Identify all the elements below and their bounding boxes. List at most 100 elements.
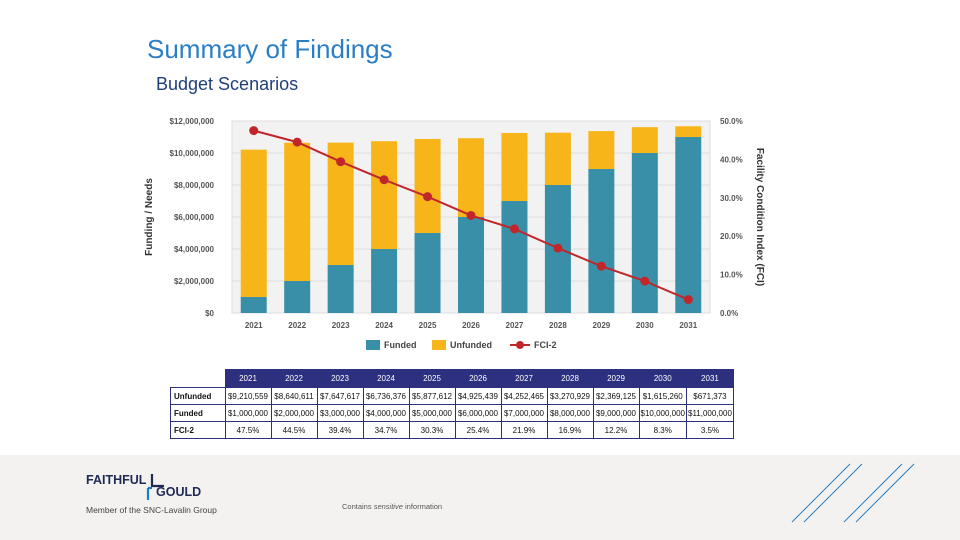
- bar-unfunded: [588, 131, 615, 169]
- bar-unfunded: [284, 142, 311, 281]
- bar-funded: [414, 233, 441, 313]
- bar-unfunded: [414, 138, 441, 233]
- table-year-header: 2027: [500, 369, 548, 388]
- table-row-label: Unfunded: [170, 387, 226, 405]
- table-cell: $9,210,559: [224, 387, 272, 405]
- table-cell: 21.9%: [500, 421, 548, 439]
- table-row-label: Funded: [170, 404, 226, 422]
- table-cell: 16.9%: [546, 421, 594, 439]
- table-cell: 30.3%: [408, 421, 456, 439]
- table-cell: 25.4%: [454, 421, 502, 439]
- bar-unfunded: [371, 141, 398, 249]
- page-title: Summary of Findings: [147, 34, 393, 64]
- x-tick-label: 2027: [506, 321, 524, 330]
- table-row: Unfunded $9,210,559 $8,640,611 $7,647,617 $6…: [170, 387, 734, 405]
- table-cell: $2,000,000: [270, 404, 318, 422]
- y-tick-label: $10,000,000: [170, 149, 215, 158]
- table-cell: $6,000,000: [454, 404, 502, 422]
- table-cell: 44.5%: [270, 421, 318, 439]
- table-cell: 3.5%: [686, 421, 734, 439]
- bar-unfunded: [631, 127, 658, 153]
- logo-mark: FAITHFUL GOULD: [86, 473, 201, 500]
- table-cell: 12.2%: [592, 421, 640, 439]
- table-cell: $10,000,000: [638, 404, 687, 422]
- x-tick-label: 2026: [462, 321, 480, 330]
- table-cell: $9,000,000: [592, 404, 640, 422]
- table-cell: $4,252,465: [500, 387, 548, 405]
- decorative-stripes: [791, 463, 915, 523]
- bar-funded: [588, 169, 615, 313]
- y-tick-label: $0: [205, 309, 214, 318]
- table-year-header: 2026: [454, 369, 502, 388]
- table-year-header: 2023: [316, 369, 364, 388]
- x-tick-label: 2028: [549, 321, 567, 330]
- x-tick-label: 2029: [592, 321, 610, 330]
- y-right-tick-label: 30.0%: [720, 194, 743, 203]
- x-tick-label: 2030: [636, 321, 654, 330]
- table-cell: $5,877,612: [408, 387, 456, 405]
- fci-point: [553, 243, 563, 253]
- faithful-gould-logo: FAITHFUL GOULD: [86, 472, 216, 509]
- fci-point: [683, 295, 693, 305]
- budget-chart: $0 $2,000,000 $4,000,000 $6,000,000 $8,000,0…: [144, 117, 765, 350]
- table-year-header: 2029: [592, 369, 640, 388]
- x-tick-label: 2022: [288, 321, 306, 330]
- fci-point: [509, 224, 519, 234]
- fci-point: [423, 192, 433, 202]
- budget-table: 2021 2022 2023 2024 2025 2026 2027 2028 2029 2030…: [170, 369, 734, 439]
- bar-funded: [327, 265, 354, 313]
- y-tick-label: $4,000,000: [174, 245, 215, 254]
- logo-subtitle: Member of the SNC-Lavalin Group: [86, 505, 217, 515]
- table-year-header: 2024: [362, 369, 410, 388]
- table-corner: [170, 369, 225, 388]
- y-right-axis-label: Facility Condition Index (FCI): [754, 148, 765, 286]
- y-tick-label: $6,000,000: [174, 213, 215, 222]
- y-tick-label: $12,000,000: [170, 117, 215, 126]
- table-cell: $8,640,611: [270, 387, 318, 405]
- table-year-header: 2028: [546, 369, 594, 388]
- legend-label: FCI-2: [534, 340, 557, 350]
- fci-point: [336, 157, 346, 167]
- notice-prefix: Contains: [342, 502, 372, 511]
- y-right-tick-label: 40.0%: [720, 155, 743, 164]
- logo-word-1: FAITHFUL: [86, 473, 147, 487]
- legend-label: Unfunded: [450, 340, 492, 350]
- notice-emphasis: sensitive: [373, 502, 403, 511]
- bar-unfunded: [544, 132, 571, 185]
- y-tick-label: $8,000,000: [174, 181, 215, 190]
- table-cell: $7,000,000: [500, 404, 548, 422]
- bar-unfunded: [675, 126, 702, 137]
- table-year-header: 2025: [408, 369, 456, 388]
- bar-funded: [501, 201, 528, 313]
- table-cell: 39.4%: [316, 421, 364, 439]
- bar-funded: [371, 249, 398, 313]
- table-cell: $3,000,000: [316, 404, 364, 422]
- fci-point: [249, 126, 259, 136]
- logo-bracket-dark: [150, 474, 164, 488]
- bar-funded: [458, 217, 484, 313]
- bar-unfunded: [458, 138, 484, 217]
- table-cell: $8,000,000: [546, 404, 594, 422]
- x-tick-label: 2021: [245, 321, 263, 330]
- y-right-tick-label: 20.0%: [720, 232, 743, 241]
- legend-label: Funded: [384, 340, 417, 350]
- x-tick-label: 2024: [375, 321, 393, 330]
- table-cell: $671,373: [686, 387, 734, 405]
- confidential-notice: Contains sensitive information: [342, 502, 442, 511]
- y-right-tick-label: 0.0%: [720, 309, 738, 318]
- table-cell: $7,647,617: [316, 387, 364, 405]
- legend-swatch: [432, 340, 446, 350]
- table-row-label: FCI-2: [170, 421, 226, 439]
- table-cell: $2,369,125: [592, 387, 640, 405]
- table-cell: $5,000,000: [408, 404, 456, 422]
- fci-point: [292, 137, 302, 147]
- bar-funded: [284, 281, 311, 313]
- x-tick-label: 2031: [679, 321, 697, 330]
- y-right-tick-label: 10.0%: [720, 271, 743, 280]
- table-year-header: 2021: [224, 369, 272, 388]
- table-cell: $1,615,260: [638, 387, 687, 405]
- x-tick-label: 2023: [332, 321, 350, 330]
- table-year-header: 2031: [686, 369, 734, 388]
- y-axis-label: Funding / Needs: [144, 178, 155, 256]
- bar-funded: [631, 153, 658, 313]
